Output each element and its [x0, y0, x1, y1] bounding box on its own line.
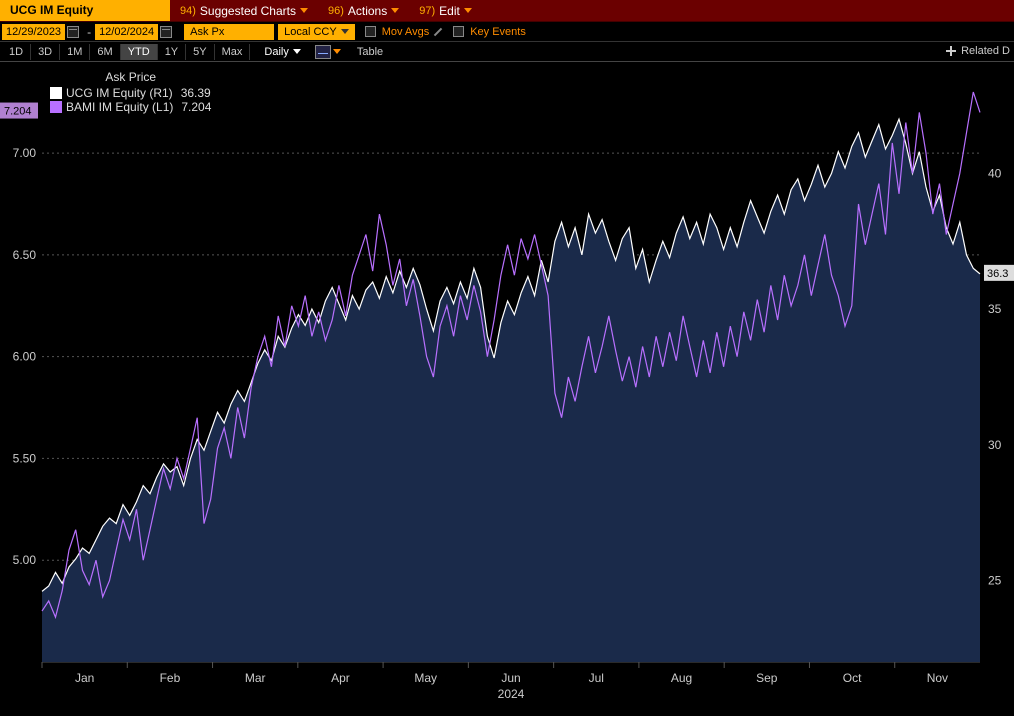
key-events-label: Key Events	[470, 26, 526, 38]
legend-title: Ask Price	[50, 70, 211, 86]
date-to-field[interactable]: 12/02/2024	[95, 24, 158, 40]
svg-text:36.3: 36.3	[987, 268, 1008, 280]
range-3d[interactable]: 3D	[31, 44, 60, 60]
range-buttons: 1D3D1M6MYTD1Y5YMax	[2, 44, 250, 60]
chevron-down-icon	[293, 49, 301, 54]
svg-text:30: 30	[988, 438, 1002, 452]
range-5y[interactable]: 5Y	[186, 44, 214, 60]
svg-text:Jan: Jan	[75, 671, 94, 685]
date-separator: -	[85, 25, 93, 39]
svg-text:40: 40	[988, 166, 1002, 180]
related-label: Related D	[961, 45, 1010, 57]
svg-text:Jul: Jul	[589, 671, 604, 685]
svg-text:6.50: 6.50	[13, 248, 37, 262]
range-6m[interactable]: 6M	[90, 44, 120, 60]
chevron-down-icon	[341, 29, 349, 34]
chevron-down-icon	[464, 8, 472, 13]
params-bar: 12/29/2023 - 12/02/2024 Ask Px Local CCY…	[0, 22, 1014, 42]
range-ytd[interactable]: YTD	[121, 44, 158, 60]
svg-text:Aug: Aug	[671, 671, 692, 685]
dropdown-value: Daily	[264, 46, 288, 58]
svg-text:Nov: Nov	[927, 671, 948, 685]
mov-avgs-checkbox[interactable]	[365, 26, 376, 37]
range-bar: 1D3D1M6MYTD1Y5YMax Daily Table	[0, 42, 1014, 62]
svg-text:Apr: Apr	[331, 671, 350, 685]
calendar-icon[interactable]	[160, 26, 172, 38]
svg-text:May: May	[414, 671, 437, 685]
menu-prefix: 94)	[180, 5, 196, 17]
legend-value: 7.204	[181, 100, 211, 114]
legend-box: Ask Price UCG IM Equity (R1)36.39BAMI IM…	[50, 70, 211, 114]
price-field-dropdown[interactable]: Ask Px	[184, 24, 274, 40]
range-max[interactable]: Max	[215, 44, 251, 60]
menu-edit[interactable]: 97) Edit	[409, 0, 482, 21]
svg-text:7.00: 7.00	[13, 146, 37, 160]
key-events-checkbox[interactable]	[453, 26, 464, 37]
menu-label: Edit	[439, 4, 460, 18]
chevron-down-icon	[300, 8, 308, 13]
menu-actions[interactable]: 96) Actions	[318, 0, 409, 21]
svg-text:Jun: Jun	[501, 671, 520, 685]
legend-row[interactable]: BAMI IM Equity (L1) 7.204	[50, 100, 211, 114]
legend-label: BAMI IM Equity (L1)	[66, 100, 173, 114]
chart-type-icon[interactable]	[315, 45, 331, 59]
plus-icon	[945, 45, 957, 57]
legend-label: UCG IM Equity (R1)	[66, 86, 173, 100]
range-1y[interactable]: 1Y	[158, 44, 186, 60]
pencil-icon[interactable]	[433, 27, 443, 37]
legend-swatch	[50, 101, 62, 113]
chevron-down-icon[interactable]	[333, 49, 341, 54]
menu-prefix: 97)	[419, 5, 435, 17]
mov-avgs-label: Mov Avgs	[382, 26, 430, 38]
price-chart[interactable]: 5.00 5.50 6.00 6.50 7.00 25 30 35 40 Jan Feb Mar Apr…	[0, 62, 1014, 716]
chart-area[interactable]: 5.00 5.50 6.00 6.50 7.00 25 30 35 40 Jan Feb Mar Apr…	[0, 62, 1014, 716]
date-from-field[interactable]: 12/29/2023	[2, 24, 65, 40]
legend-row[interactable]: UCG IM Equity (R1) 36.39	[50, 86, 211, 100]
dropdown-value: Ask Px	[190, 26, 224, 38]
topbar: UCG IM Equity 94) Suggested Charts 96) A…	[0, 0, 1014, 22]
range-1m[interactable]: 1M	[60, 44, 90, 60]
calendar-icon[interactable]	[67, 26, 79, 38]
svg-text:5.50: 5.50	[13, 451, 37, 465]
range-1d[interactable]: 1D	[2, 44, 31, 60]
svg-text:Oct: Oct	[843, 671, 862, 685]
svg-text:25: 25	[988, 574, 1002, 588]
menu-suggested-charts[interactable]: 94) Suggested Charts	[170, 0, 318, 21]
svg-text:5.00: 5.00	[13, 553, 37, 567]
ticker-field[interactable]: UCG IM Equity	[0, 0, 170, 21]
svg-text:7.204: 7.204	[4, 106, 32, 118]
chevron-down-icon	[391, 8, 399, 13]
svg-text:Sep: Sep	[756, 671, 778, 685]
legend-swatch	[50, 87, 62, 99]
related-data-button[interactable]: Related D	[941, 42, 1014, 60]
frequency-dropdown[interactable]: Daily	[256, 44, 308, 60]
svg-text:Mar: Mar	[245, 671, 266, 685]
menu-label: Actions	[348, 4, 387, 18]
ccy-dropdown[interactable]: Local CCY	[278, 24, 355, 40]
svg-text:Feb: Feb	[160, 671, 181, 685]
table-button[interactable]: Table	[347, 44, 393, 60]
svg-text:6.00: 6.00	[13, 350, 37, 364]
svg-text:2024: 2024	[498, 687, 525, 701]
dropdown-value: Local CCY	[284, 26, 337, 38]
menu-prefix: 96)	[328, 5, 344, 17]
svg-text:35: 35	[988, 302, 1002, 316]
legend-value: 36.39	[181, 86, 211, 100]
menu-label: Suggested Charts	[200, 4, 296, 18]
